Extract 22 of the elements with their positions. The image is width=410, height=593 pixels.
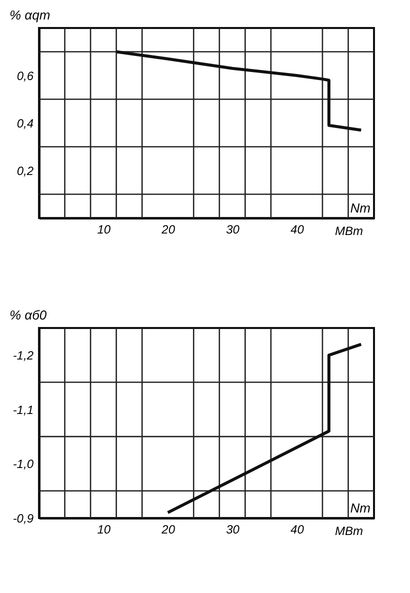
- y-tick-label: 0,4: [16, 116, 34, 130]
- x-tick-label: 20: [160, 222, 176, 236]
- y-axis-title: % αб0: [10, 308, 48, 322]
- x-tick-label: 40: [290, 522, 304, 536]
- x-tick-label: 30: [226, 522, 240, 536]
- text: МВт: [335, 524, 363, 538]
- x-axis-title: Nт: [350, 500, 371, 516]
- text: МВт: [335, 224, 363, 238]
- x-axis-title: Nт: [350, 200, 371, 216]
- y-axis-title: % αqт: [10, 8, 50, 22]
- x-tick-label: 40: [290, 222, 304, 236]
- x-tick-label: 30: [226, 222, 240, 236]
- y-tick-label: -1,2: [12, 348, 34, 363]
- y-tick-label: -0,9: [12, 512, 34, 526]
- y-tick-label: -1,0: [12, 457, 34, 472]
- x-tick-label: 10: [97, 522, 111, 536]
- x-tick-label: 20: [160, 522, 176, 536]
- y-tick-label: -1,1: [12, 402, 34, 417]
- line-series: [114, 50, 363, 132]
- x-tick-label: 10: [97, 222, 111, 236]
- y-tick-label: 0,2: [16, 164, 34, 178]
- y-tick-label: 0,6: [16, 69, 34, 83]
